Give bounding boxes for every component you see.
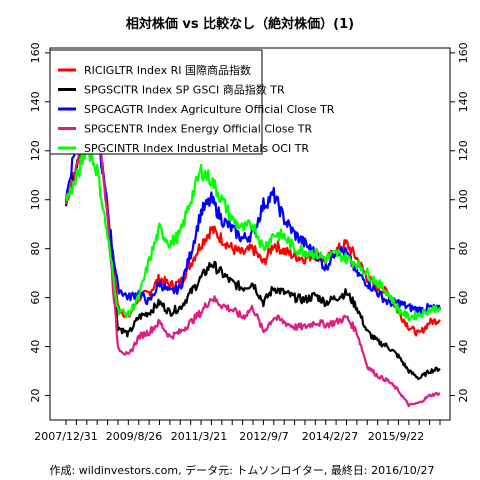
y-axis-left: 20 40 60 80 100 120 140 160 xyxy=(29,42,50,403)
legend-box xyxy=(49,49,263,155)
legend-label: SPGCAGTR Index Agriculture Official Clos… xyxy=(84,103,335,116)
x-axis: 2007/12/31 2009/8/26 2011/3/21 2012/9/7 2014… xyxy=(34,420,441,443)
x-tick-label: 2007/12/31 xyxy=(34,430,97,443)
x-tick-label: 2011/3/21 xyxy=(171,430,227,443)
y-tick-label-right: 160 xyxy=(457,42,470,63)
series-line-4 xyxy=(64,70,441,408)
y-axis-right: 20 40 60 80 100 120 140 160 xyxy=(450,42,470,403)
y-tick-label-left: 80 xyxy=(29,242,42,256)
legend-label: SPGCINTR Index Industrial Metals OCI TR xyxy=(84,142,309,155)
series-line-5 xyxy=(64,146,441,322)
series-line-2 xyxy=(64,97,441,381)
y-tick-label-right: 60 xyxy=(457,291,470,305)
x-tick-label: 2014/2/27 xyxy=(302,430,358,443)
legend: RICIGLTR Index RI 国際商品指数 SPGSCITR Index S… xyxy=(49,49,335,155)
x-tick-label: 2015/9/22 xyxy=(368,430,424,443)
y-tick-label-left: 140 xyxy=(29,91,42,112)
y-tick-label-left: 60 xyxy=(29,291,42,305)
y-tick-label-right: 20 xyxy=(457,389,470,403)
legend-label: SPGCENTR Index Energy Official Close TR xyxy=(84,123,313,136)
footer-credit: 作成: wildinvestors.com, データ元: トムソンロイター, 最… xyxy=(50,463,435,477)
legend-label: RICIGLTR Index RI 国際商品指数 xyxy=(84,63,251,77)
y-tick-label-right: 80 xyxy=(457,242,470,256)
plot-frame xyxy=(49,47,451,421)
y-tick-label-left: 40 xyxy=(29,340,42,354)
x-tick-label: 2009/8/26 xyxy=(106,430,162,443)
y-tick-label-left: 160 xyxy=(29,42,42,63)
y-tick-label-left: 20 xyxy=(29,389,42,403)
y-tick-label-right: 140 xyxy=(457,91,470,112)
y-tick-label-right: 40 xyxy=(457,340,470,354)
series-lines xyxy=(64,70,442,408)
y-tick-label-right: 120 xyxy=(457,140,470,161)
y-tick-label-right: 100 xyxy=(457,189,470,210)
y-tick-label-left: 120 xyxy=(29,140,42,161)
chart-title: 相対株価 vs 比較なし（絶対株価）(1) xyxy=(126,16,354,32)
x-tick-label: 2012/9/7 xyxy=(239,430,288,443)
legend-label: SPGSCITR Index SP GSCI 商品指数 TR xyxy=(84,83,285,97)
y-tick-label-left: 100 xyxy=(29,189,42,210)
